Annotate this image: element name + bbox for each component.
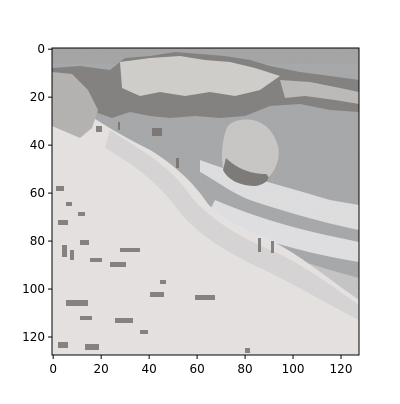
x-tick-label: 80 bbox=[237, 362, 252, 376]
y-axis: 0 20 40 60 80 100 120 bbox=[22, 42, 52, 344]
y-tick-label: 40 bbox=[30, 138, 45, 152]
x-tick-label: 120 bbox=[330, 362, 353, 376]
x-tick-label: 100 bbox=[282, 362, 305, 376]
beach-image bbox=[52, 48, 359, 355]
y-tick-label: 20 bbox=[30, 90, 45, 104]
x-tick-label: 40 bbox=[141, 362, 156, 376]
x-axis: 0 20 40 60 80 100 120 bbox=[49, 355, 352, 376]
axes-frame bbox=[51, 47, 360, 356]
y-tick-label: 0 bbox=[37, 42, 45, 56]
x-tick-label: 0 bbox=[49, 362, 57, 376]
y-tick-label: 100 bbox=[22, 282, 45, 296]
y-tick-label: 120 bbox=[22, 330, 45, 344]
y-tick-label: 80 bbox=[30, 234, 45, 248]
x-tick-label: 20 bbox=[94, 362, 109, 376]
grain-overlay bbox=[52, 48, 359, 355]
x-tick-label: 60 bbox=[189, 362, 204, 376]
y-tick-label: 60 bbox=[30, 186, 45, 200]
